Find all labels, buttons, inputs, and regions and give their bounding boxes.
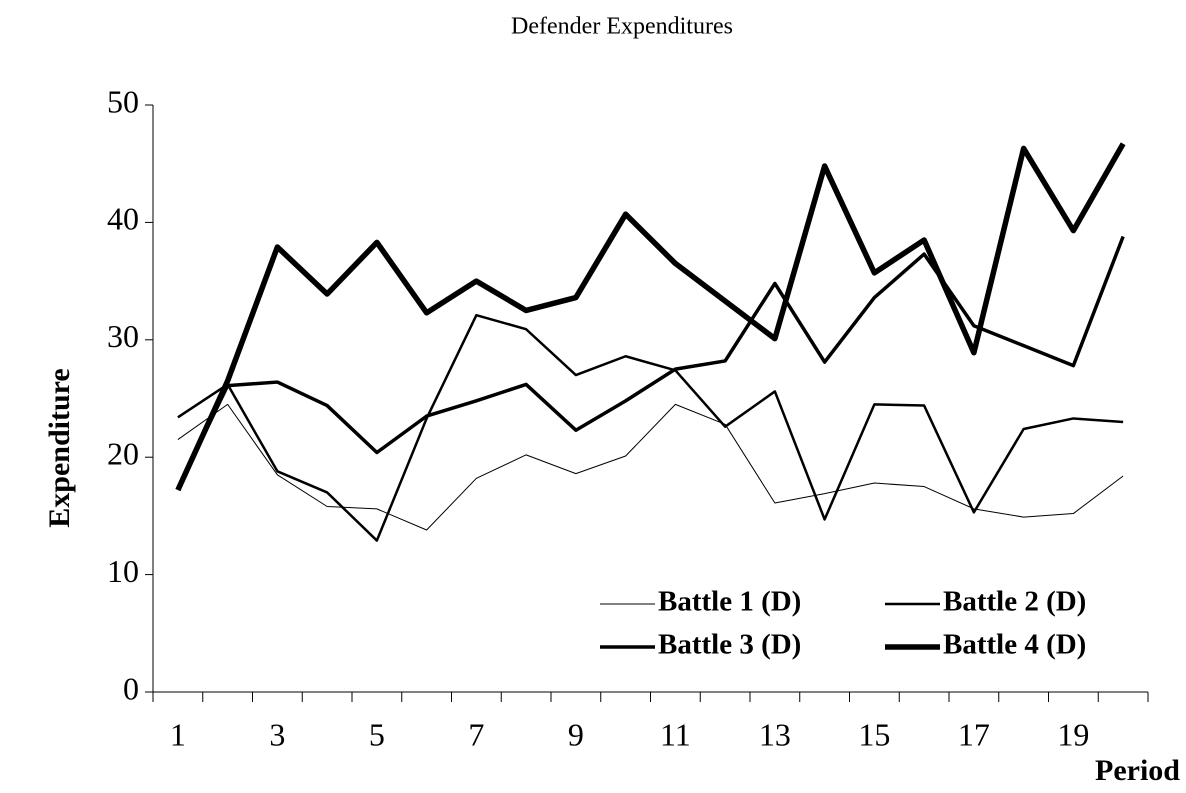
x-tick-label: 15	[858, 716, 890, 752]
legend-label: Battle 1 (D)	[658, 586, 801, 618]
y-tick-label: 0	[123, 670, 139, 706]
y-tick-label: 20	[107, 436, 139, 472]
line-series	[176, 235, 1125, 490]
line-series	[177, 403, 1124, 531]
y-tick-label: 10	[107, 553, 139, 589]
x-tick-label: 11	[660, 716, 691, 752]
x-tick-label: 9	[568, 716, 584, 752]
line-series	[175, 142, 1126, 492]
x-tick-label: 13	[759, 716, 791, 752]
chart-title: Defender Expenditures	[511, 14, 733, 40]
y-tick-label: 50	[107, 83, 139, 119]
x-tick-label: 17	[958, 716, 990, 752]
x-tick-label: 3	[269, 716, 285, 752]
x-tick-label: 1	[170, 716, 186, 752]
y-tick-label: 40	[107, 201, 139, 237]
x-axis-title: Period	[1095, 754, 1180, 787]
legend-label: Battle 3 (D)	[658, 629, 801, 661]
x-tick-label: 7	[468, 716, 484, 752]
legend-label: Battle 4 (D)	[943, 629, 1086, 661]
legend-label: Battle 2 (D)	[943, 586, 1086, 618]
y-axis-title: Expenditure	[43, 368, 76, 527]
line-series	[177, 313, 1124, 542]
x-tick-label: 19	[1057, 716, 1089, 752]
y-tick-label: 30	[107, 318, 139, 354]
x-tick-label: 5	[369, 716, 385, 752]
